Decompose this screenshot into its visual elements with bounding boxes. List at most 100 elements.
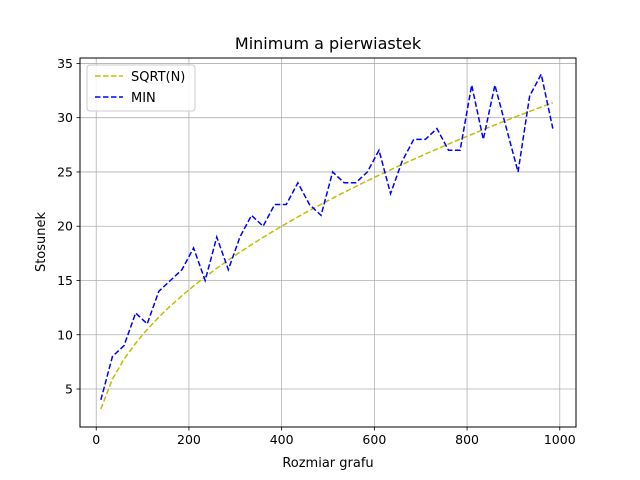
data-point-sqrt-n xyxy=(494,124,495,125)
data-point-min xyxy=(529,95,530,96)
data-point-min xyxy=(216,236,217,237)
data-point-sqrt-n xyxy=(390,169,391,170)
x-axis-label: Rozmiar grafu xyxy=(282,456,373,471)
data-point-sqrt-n xyxy=(147,329,148,330)
data-point-sqrt-n xyxy=(471,134,472,135)
data-point-min xyxy=(483,139,484,140)
data-point-sqrt-n xyxy=(460,139,461,140)
data-point-min xyxy=(448,150,449,151)
y-tick-label: 25 xyxy=(57,164,73,179)
data-point-min xyxy=(135,312,136,313)
data-point-min xyxy=(193,247,194,248)
ticks: 0 200 400 600 800 1000 5 10 15 20 25 30 35 xyxy=(57,56,576,447)
data-point-sqrt-n xyxy=(483,129,484,130)
data-point-min xyxy=(413,139,414,140)
data-point-sqrt-n xyxy=(216,268,217,269)
data-point-min xyxy=(100,399,101,400)
data-point-sqrt-n xyxy=(309,210,310,211)
data-point-min xyxy=(263,226,264,227)
x-tick-label: 600 xyxy=(362,432,386,447)
series-group xyxy=(100,72,554,410)
data-point-min xyxy=(147,323,148,324)
data-point-sqrt-n xyxy=(112,378,113,379)
data-point-sqrt-n xyxy=(123,359,124,360)
data-point-sqrt-n xyxy=(158,317,159,318)
data-point-sqrt-n xyxy=(425,153,426,154)
x-tick-label: 0 xyxy=(92,432,100,447)
data-point-min xyxy=(517,171,518,172)
y-tick-label: 20 xyxy=(57,219,73,234)
data-point-sqrt-n xyxy=(320,204,321,205)
data-point-min xyxy=(297,182,298,183)
grid xyxy=(80,58,576,427)
legend-label-sqrt: SQRT(N) xyxy=(131,70,185,85)
data-point-min xyxy=(402,161,403,162)
data-point-sqrt-n xyxy=(506,120,507,121)
data-point-min xyxy=(251,215,252,216)
data-point-sqrt-n xyxy=(541,106,542,107)
data-point-min xyxy=(471,85,472,86)
legend-label-min: MIN xyxy=(131,91,156,106)
data-point-sqrt-n xyxy=(286,223,287,224)
y-axis-label: Stosunek xyxy=(34,211,49,272)
x-tick-label: 800 xyxy=(455,432,479,447)
data-point-sqrt-n xyxy=(378,175,379,176)
data-point-sqrt-n xyxy=(413,159,414,160)
data-point-sqrt-n xyxy=(552,102,553,103)
data-point-min xyxy=(425,139,426,140)
plot-frame xyxy=(79,57,577,428)
legend: SQRT(N) MIN xyxy=(86,64,196,112)
data-point-min xyxy=(552,128,553,129)
data-point-sqrt-n xyxy=(297,216,298,217)
data-point-sqrt-n xyxy=(274,230,275,231)
data-point-sqrt-n xyxy=(181,295,182,296)
x-tick-label: 1000 xyxy=(544,432,576,447)
data-point-min xyxy=(355,182,356,183)
y-tick-label: 15 xyxy=(57,273,73,288)
x-tick-label: 400 xyxy=(270,432,294,447)
data-point-min xyxy=(309,204,310,205)
data-point-sqrt-n xyxy=(135,343,136,344)
data-point-min xyxy=(158,291,159,292)
series-line-sqrt-n xyxy=(100,102,554,410)
data-point-min xyxy=(390,193,391,194)
data-point-min xyxy=(378,150,379,151)
data-point-sqrt-n xyxy=(193,285,194,286)
y-tick-label: 30 xyxy=(57,110,73,125)
data-point-sqrt-n xyxy=(355,186,356,187)
data-point-sqrt-n xyxy=(239,252,240,253)
data-point-min xyxy=(205,280,206,281)
data-point-min xyxy=(123,345,124,346)
data-point-min xyxy=(460,150,461,151)
data-point-sqrt-n xyxy=(367,180,368,181)
data-point-min xyxy=(436,128,437,129)
data-point-min xyxy=(228,269,229,270)
data-point-min xyxy=(286,204,287,205)
data-point-sqrt-n xyxy=(448,143,449,144)
data-point-min xyxy=(506,128,507,129)
y-tick-label: 5 xyxy=(65,382,73,397)
data-point-min xyxy=(541,74,542,75)
data-point-min xyxy=(170,280,171,281)
data-point-min xyxy=(344,182,345,183)
data-point-min xyxy=(112,356,113,357)
data-point-min xyxy=(320,215,321,216)
data-point-sqrt-n xyxy=(228,259,229,260)
data-point-min xyxy=(367,171,368,172)
data-point-min xyxy=(274,204,275,205)
data-point-sqrt-n xyxy=(344,192,345,193)
y-tick-label: 35 xyxy=(57,56,73,71)
data-point-sqrt-n xyxy=(100,408,101,409)
x-tick-label: 200 xyxy=(177,432,201,447)
data-point-sqrt-n xyxy=(436,148,437,149)
data-point-min xyxy=(494,85,495,86)
data-point-sqrt-n xyxy=(529,111,530,112)
data-point-sqrt-n xyxy=(517,115,518,116)
series-line-min xyxy=(100,72,554,401)
data-point-min xyxy=(181,269,182,270)
chart-title: Minimum a pierwiastek xyxy=(235,34,422,53)
data-point-min xyxy=(239,236,240,237)
y-tick-label: 10 xyxy=(57,327,73,342)
data-point-sqrt-n xyxy=(251,244,252,245)
